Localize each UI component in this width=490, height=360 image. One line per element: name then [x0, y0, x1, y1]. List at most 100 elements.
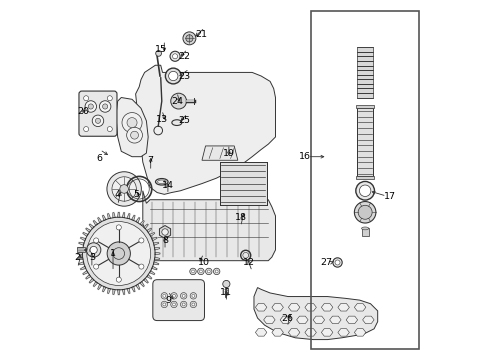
Polygon shape	[357, 93, 373, 98]
Polygon shape	[79, 262, 84, 265]
Polygon shape	[255, 303, 267, 311]
Polygon shape	[305, 303, 317, 311]
Polygon shape	[354, 329, 366, 336]
Circle shape	[120, 185, 128, 193]
Circle shape	[85, 101, 97, 112]
Circle shape	[215, 270, 218, 273]
Polygon shape	[147, 228, 152, 232]
Polygon shape	[357, 79, 373, 84]
Circle shape	[116, 225, 122, 230]
Circle shape	[107, 242, 130, 265]
Polygon shape	[264, 316, 275, 324]
Polygon shape	[289, 303, 300, 311]
Polygon shape	[127, 213, 130, 219]
Polygon shape	[83, 271, 88, 275]
Circle shape	[107, 127, 112, 132]
Circle shape	[102, 104, 108, 109]
Circle shape	[358, 205, 372, 219]
Polygon shape	[140, 282, 144, 287]
Circle shape	[183, 32, 196, 45]
Polygon shape	[255, 329, 267, 336]
Circle shape	[87, 243, 101, 257]
Polygon shape	[102, 287, 106, 292]
FancyBboxPatch shape	[79, 91, 117, 136]
Polygon shape	[357, 52, 373, 57]
Polygon shape	[143, 191, 275, 261]
Circle shape	[223, 280, 230, 288]
Polygon shape	[89, 224, 94, 229]
Text: 13: 13	[156, 114, 168, 123]
Circle shape	[166, 68, 181, 84]
Text: 8: 8	[162, 237, 168, 246]
Polygon shape	[338, 303, 349, 311]
Polygon shape	[147, 275, 152, 279]
Circle shape	[127, 118, 137, 128]
Circle shape	[180, 301, 187, 308]
Text: 3: 3	[89, 253, 95, 262]
Ellipse shape	[172, 120, 182, 126]
Circle shape	[197, 268, 204, 275]
Text: 10: 10	[198, 258, 210, 267]
Circle shape	[156, 50, 161, 56]
Circle shape	[99, 101, 111, 112]
Polygon shape	[153, 242, 159, 245]
Polygon shape	[202, 146, 238, 160]
Circle shape	[126, 127, 143, 143]
Polygon shape	[86, 228, 91, 232]
Polygon shape	[122, 289, 124, 294]
Polygon shape	[357, 70, 373, 75]
Polygon shape	[83, 233, 88, 237]
Polygon shape	[155, 252, 160, 255]
Polygon shape	[357, 57, 373, 61]
Polygon shape	[86, 275, 91, 279]
Circle shape	[192, 303, 195, 306]
Polygon shape	[152, 266, 157, 270]
Polygon shape	[131, 287, 135, 292]
Circle shape	[163, 294, 166, 297]
Circle shape	[107, 96, 112, 101]
Circle shape	[90, 246, 97, 253]
Polygon shape	[80, 266, 86, 270]
Circle shape	[172, 54, 177, 59]
Text: 5: 5	[133, 190, 139, 199]
Text: 27: 27	[321, 258, 333, 267]
Circle shape	[186, 35, 193, 42]
Polygon shape	[136, 284, 140, 289]
Text: 4: 4	[115, 190, 121, 199]
Circle shape	[333, 258, 342, 267]
Text: 25: 25	[178, 116, 190, 125]
Circle shape	[96, 118, 100, 123]
Text: 21: 21	[195, 30, 207, 39]
Text: 23: 23	[178, 72, 190, 81]
Text: 24: 24	[171, 96, 183, 105]
Polygon shape	[272, 329, 283, 336]
Polygon shape	[122, 212, 124, 218]
Circle shape	[192, 270, 195, 273]
Polygon shape	[98, 284, 101, 289]
Circle shape	[199, 270, 202, 273]
Polygon shape	[313, 316, 324, 324]
Circle shape	[116, 277, 122, 282]
Text: 9: 9	[165, 296, 171, 305]
Text: 17: 17	[384, 192, 396, 201]
Circle shape	[214, 268, 220, 275]
Circle shape	[190, 268, 196, 275]
Circle shape	[162, 229, 168, 235]
Polygon shape	[78, 248, 83, 250]
Polygon shape	[127, 288, 130, 293]
Ellipse shape	[362, 227, 368, 230]
Polygon shape	[118, 290, 120, 295]
Circle shape	[94, 238, 98, 243]
Circle shape	[172, 294, 175, 297]
Polygon shape	[321, 329, 333, 336]
Polygon shape	[140, 220, 144, 225]
Text: 18: 18	[235, 213, 246, 222]
Circle shape	[192, 294, 195, 297]
Circle shape	[122, 113, 142, 133]
Circle shape	[171, 293, 177, 299]
Polygon shape	[149, 271, 155, 275]
Polygon shape	[154, 257, 160, 260]
Circle shape	[335, 260, 340, 265]
Circle shape	[354, 202, 376, 223]
Polygon shape	[305, 329, 317, 336]
